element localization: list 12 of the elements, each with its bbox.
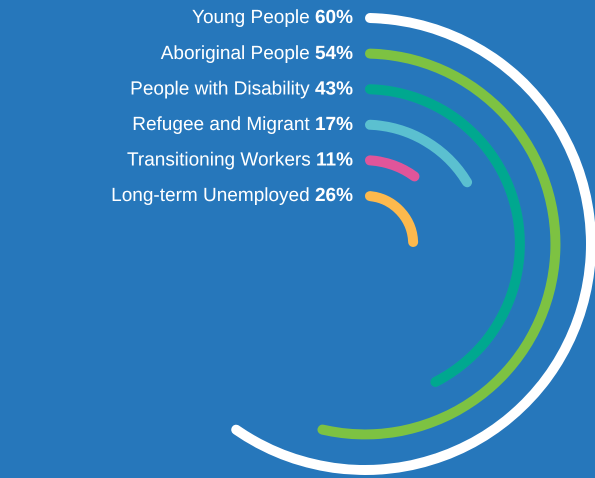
category-label: People with Disability (130, 78, 315, 100)
data-label: 60% (314, 7, 354, 28)
category-label: Long-term Unemployed (111, 185, 315, 206)
data-label: 26% (314, 185, 354, 206)
data-label: 43% (314, 78, 354, 100)
data-label: 54% (314, 42, 354, 64)
category-label: Aboriginal People (160, 42, 315, 64)
category-label: Young People (192, 7, 315, 28)
data-label: 17% (314, 114, 354, 136)
category-label: Refugee and Migrant (132, 114, 315, 136)
data-label: 11% (316, 150, 354, 171)
category-label: Transitioning Workers (127, 150, 316, 171)
